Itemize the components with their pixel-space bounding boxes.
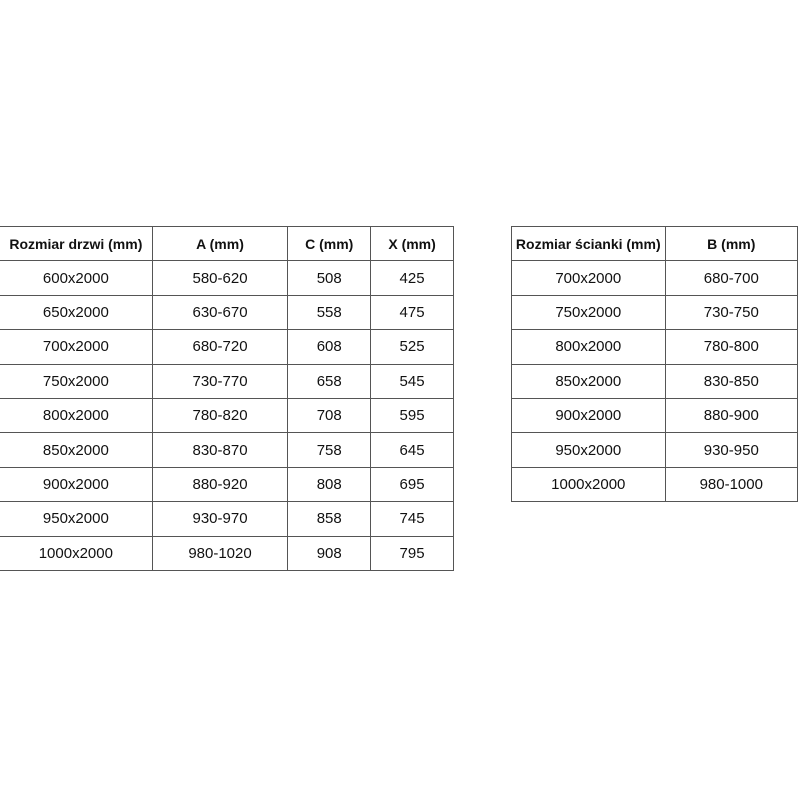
table-row: 850x2000 830-870 758 645 [0,432,454,468]
table-cell: 700x2000 [511,260,666,296]
table-cell: 880-900 [664,397,799,434]
column-header: Rozmiar ścianki (mm) [511,225,666,262]
table-row: 700x2000 680-700 [511,260,799,296]
table-cell: 830-870 [151,432,289,468]
table-cell: 745 [370,501,454,537]
column-header: A (mm) [151,225,289,262]
table-cell: 425 [370,260,454,296]
table-cell: 645 [370,432,454,468]
table-cell: 1000x2000 [511,466,666,503]
table-cell: 680-720 [151,329,289,365]
table-cell: 1000x2000 [0,535,153,571]
table-cell: 580-620 [151,260,289,296]
table-cell: 600x2000 [0,260,153,296]
table-cell: 700x2000 [0,329,153,365]
table-cell: 908 [287,535,372,571]
table-row: 950x2000 930-950 [511,432,799,468]
table-cell: 780-800 [664,329,799,365]
table-cell: 930-970 [151,501,289,537]
table-cell: 558 [287,294,372,331]
table-row: 900x2000 880-920 808 695 [0,466,454,503]
table-row: 600x2000 580-620 508 425 [0,260,454,296]
table-cell: 980-1000 [664,466,799,503]
table-row: 750x2000 730-750 [511,294,799,331]
table-cell: 950x2000 [0,501,153,537]
table-cell: 930-950 [664,432,799,468]
table-cell: 658 [287,363,372,399]
table-cell: 880-920 [151,466,289,503]
table-cell: 650x2000 [0,294,153,331]
table-row: 900x2000 880-900 [511,397,799,434]
table-cell: 750x2000 [511,294,666,331]
column-header: Rozmiar drzwi (mm) [0,225,153,262]
table-cell: 730-770 [151,363,289,399]
table-cell: 800x2000 [0,397,153,434]
table-row: 700x2000 680-720 608 525 [0,329,454,365]
table-row: 850x2000 830-850 [511,363,799,399]
table-cell: 695 [370,466,454,503]
table-row: 800x2000 780-800 [511,329,799,365]
table-row: 650x2000 630-670 558 475 [0,294,454,331]
table-row: 950x2000 930-970 858 745 [0,501,454,537]
table-row: 1000x2000 980-1020 908 795 [0,535,454,571]
table-row: 750x2000 730-770 658 545 [0,363,454,399]
table-cell: 858 [287,501,372,537]
table-cell: 730-750 [664,294,799,331]
table-cell: 680-700 [664,260,799,296]
table-cell: 595 [370,397,454,434]
wall-size-table: Rozmiar ścianki (mm) B (mm) 700x2000 680-7… [511,225,799,503]
table-cell: 830-850 [664,363,799,399]
table-cell: 758 [287,432,372,468]
table-cell: 508 [287,260,372,296]
table-header-row: Rozmiar ścianki (mm) B (mm) [511,225,799,262]
column-header: C (mm) [287,225,372,262]
table-header-row: Rozmiar drzwi (mm) A (mm) C (mm) X (mm) [0,225,454,262]
column-header: X (mm) [370,225,454,262]
table-body: 600x2000 580-620 508 425 650x2000 630-670 558 4… [0,260,454,571]
table-cell: 708 [287,397,372,434]
table-cell: 795 [370,535,454,571]
table-body: 700x2000 680-700 750x2000 730-750 800x2000 78… [511,260,799,503]
table-cell: 980-1020 [151,535,289,571]
table-cell: 850x2000 [511,363,666,399]
table-cell: 780-820 [151,397,289,434]
table-row: 1000x2000 980-1000 [511,466,799,503]
table-cell: 900x2000 [511,397,666,434]
table-cell: 475 [370,294,454,331]
table-row: 800x2000 780-820 708 595 [0,397,454,434]
table-cell: 950x2000 [511,432,666,468]
column-header: B (mm) [664,225,799,262]
table-cell: 545 [370,363,454,399]
table-cell: 630-670 [151,294,289,331]
table-cell: 900x2000 [0,466,153,503]
table-cell: 525 [370,329,454,365]
table-cell: 800x2000 [511,329,666,365]
table-cell: 750x2000 [0,363,153,399]
table-cell: 850x2000 [0,432,153,468]
door-size-table: Rozmiar drzwi (mm) A (mm) C (mm) X (mm) 600… [0,225,454,571]
table-cell: 808 [287,466,372,503]
table-cell: 608 [287,329,372,365]
